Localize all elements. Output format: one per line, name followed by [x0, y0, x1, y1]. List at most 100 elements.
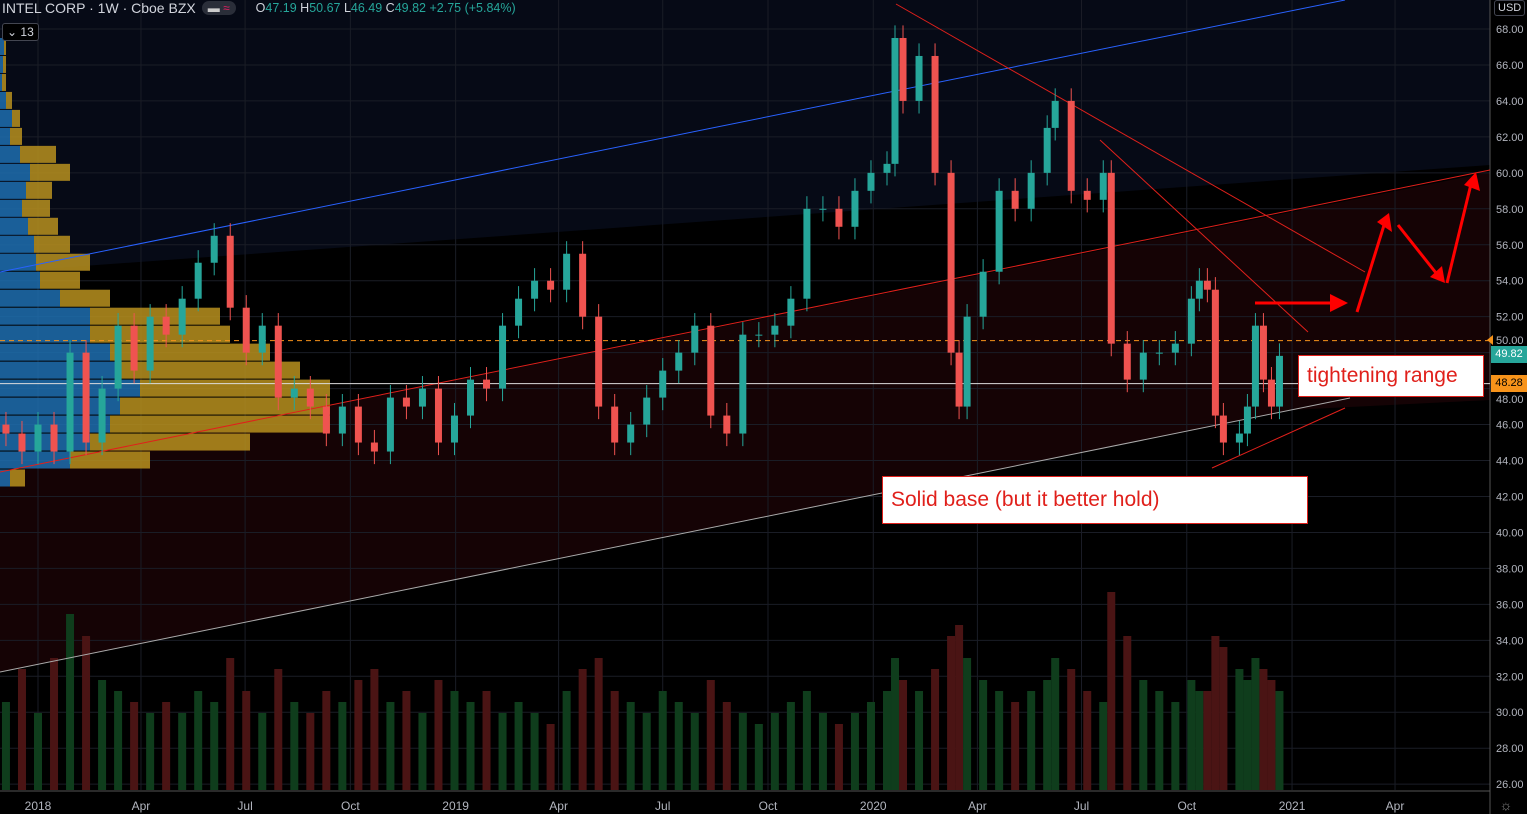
candle-body [1139, 352, 1147, 380]
candle-body [947, 172, 955, 353]
volume-profile-up [0, 181, 26, 199]
candle-body [1083, 190, 1091, 200]
volume-bar [882, 691, 891, 790]
volume-profile-down [22, 199, 50, 217]
candle-body [675, 352, 683, 371]
volume-bar [578, 669, 587, 790]
ohlc-values: O47.19 H50.67 L46.49 C49.82 +2.75 (+5.84… [255, 1, 516, 15]
settings-gear-icon[interactable]: ☼ [1500, 797, 1513, 813]
candle-body [178, 298, 186, 335]
volume-bar [1171, 702, 1180, 790]
volume-bar [66, 614, 75, 790]
candle-body [322, 406, 330, 434]
candle-body [1067, 100, 1075, 191]
volume-profile-up [0, 199, 22, 217]
volume-profile-down [36, 253, 90, 271]
volume-bar [274, 669, 283, 790]
currency-label[interactable]: USD [1494, 0, 1526, 16]
volume-profile-up [0, 343, 110, 361]
volume-bar [1251, 658, 1260, 790]
candle-body [1243, 406, 1251, 434]
x-tick-label: 2021 [1279, 799, 1306, 813]
volume-bar [194, 691, 203, 790]
candle-body [803, 208, 811, 299]
volume-bar [963, 658, 972, 790]
volume-profile-up [0, 145, 20, 163]
volume-bar [1155, 691, 1164, 790]
x-tick-label: Jul [655, 799, 670, 813]
volume-profile-up [0, 235, 34, 253]
y-tick-label: 32.00 [1496, 671, 1524, 683]
volume-profile-down [6, 91, 12, 109]
candle-body [547, 280, 555, 290]
volume-profile-up [0, 91, 6, 109]
candle-body [739, 334, 747, 434]
candle-body [274, 325, 282, 398]
volume-profile-up [0, 289, 60, 307]
candle-body [915, 55, 923, 101]
volume-bar [1275, 691, 1284, 790]
volume-profile-down [26, 181, 52, 199]
volume-bar [82, 636, 91, 790]
candle-body [851, 190, 859, 227]
candle-body [835, 208, 843, 227]
candle-body [306, 388, 314, 407]
arrow-down [1396, 224, 1442, 279]
volume-bar [258, 713, 267, 790]
candle-body [370, 442, 378, 452]
legend-toggle[interactable]: ▬ ≈ [201, 1, 236, 15]
candle-body [162, 316, 170, 335]
volume-bar [1083, 691, 1092, 790]
volume-profile-down [3, 55, 6, 73]
candle-body [707, 325, 715, 416]
candle-body [226, 235, 234, 308]
volume-bar [242, 691, 251, 790]
volume-profile-down [20, 145, 56, 163]
x-tick-label: Oct [759, 799, 778, 813]
candle-body [579, 253, 587, 317]
y-tick-label: 36.00 [1496, 599, 1524, 611]
candle-body [483, 379, 491, 389]
candle-body [1107, 172, 1115, 344]
volume-bar [338, 702, 347, 790]
x-tick-label: 2018 [25, 799, 52, 813]
rising-support-line [1211, 407, 1346, 469]
volume-bar [498, 713, 507, 790]
candle-body [146, 316, 154, 371]
candle-body [434, 388, 442, 443]
volume-bar [130, 702, 139, 790]
candle-body [1011, 190, 1019, 209]
wave-icon[interactable]: ≈ [223, 1, 230, 15]
volume-profile-up [0, 73, 2, 91]
volume-bar [818, 713, 827, 790]
minus-icon[interactable]: ▬ [207, 1, 220, 15]
y-tick-label: 46.00 [1496, 420, 1524, 432]
candle-body [18, 433, 26, 452]
volume-bar [866, 702, 875, 790]
volume-bar [955, 625, 964, 790]
arrow-head-icon [1430, 266, 1445, 283]
x-tick-label: 2020 [860, 799, 887, 813]
y-tick-label: 60.00 [1496, 168, 1524, 180]
annotation-tightening-range[interactable]: tightening range [1298, 355, 1484, 397]
volume-profile-down [30, 163, 70, 181]
y-tick-label: 68.00 [1496, 24, 1524, 36]
volume-profile-down [70, 451, 150, 469]
y-tick-label: 30.00 [1496, 707, 1524, 719]
volume-profile-up [0, 415, 110, 433]
candle-body [627, 424, 635, 443]
volume-bar [322, 691, 331, 790]
candle-body [418, 388, 426, 407]
y-tick-label: 66.00 [1496, 60, 1524, 72]
indicators-toggle[interactable]: ⌄ 13 [2, 23, 39, 41]
volume-bar [50, 658, 59, 790]
volume-bar [1195, 691, 1204, 790]
candle-body [1219, 415, 1227, 443]
annotation-solid-base[interactable]: Solid base (but it better hold) [882, 476, 1308, 524]
x-tick-label: Apr [132, 799, 151, 813]
volume-profile-up [0, 271, 40, 289]
legend-header: INTEL CORP · 1W · Cboe BZX ▬ ≈ O47.19 H5… [2, 0, 516, 16]
candle-body [787, 298, 795, 326]
